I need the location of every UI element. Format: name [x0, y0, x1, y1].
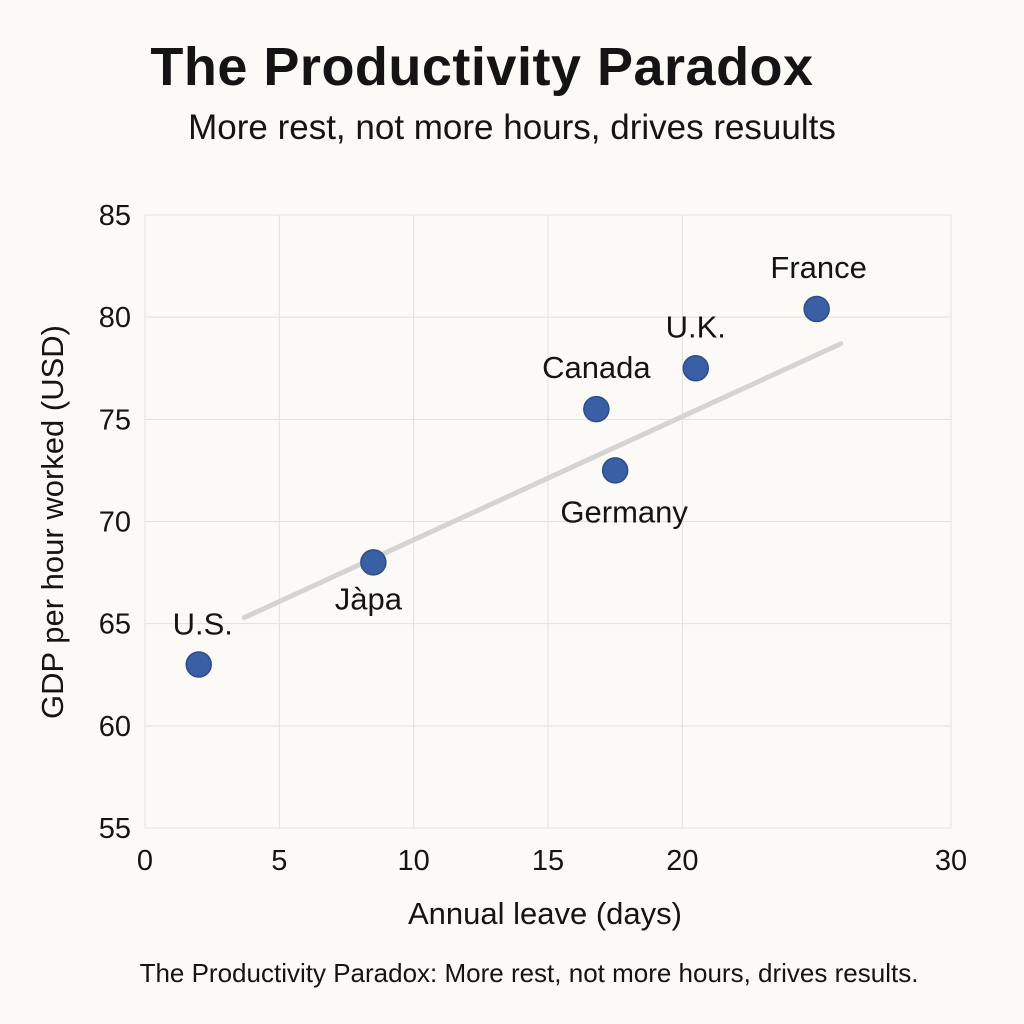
- data-point: [601, 457, 629, 484]
- data-point: [583, 395, 610, 423]
- data-point-label: France: [770, 250, 866, 285]
- chart-caption: The Productivity Paradox: More rest, not…: [139, 958, 919, 988]
- x-tick-label: 10: [398, 845, 430, 877]
- y-tick-label: 85: [99, 200, 131, 232]
- x-axis-label: Annual leave (days): [408, 896, 682, 931]
- y-tick-label: 70: [99, 507, 131, 539]
- data-point-label: Canada: [542, 350, 651, 385]
- data-point-labels: U.S. Jàpa Canada Germany U.K. France: [173, 250, 867, 642]
- data-point-label: U.S.: [173, 607, 233, 642]
- y-axis-ticks: 55 60 65 70 75 80 85: [99, 200, 131, 845]
- chart-subtitle: More rest, not more hours, drives resuul…: [188, 108, 836, 147]
- data-point-label: Jàpa: [335, 581, 403, 616]
- data-point: [185, 651, 212, 678]
- y-tick-label: 60: [99, 711, 131, 743]
- grid: [144, 214, 952, 829]
- x-tick-label: 15: [532, 845, 564, 877]
- data-point-label: U.K.: [666, 309, 726, 344]
- data-point-label: Germany: [560, 494, 688, 529]
- y-tick-label: 75: [99, 404, 131, 436]
- y-tick-label: 80: [99, 302, 131, 334]
- data-point: [360, 549, 387, 576]
- data-point: [803, 295, 830, 323]
- data-point: [682, 355, 710, 382]
- chart-title: The Productivity Paradox: [150, 37, 814, 97]
- y-tick-label: 55: [99, 813, 131, 845]
- x-tick-label: 30: [935, 845, 967, 877]
- x-tick-label: 0: [137, 845, 153, 877]
- y-axis-label: GDP per hour worked (USD): [35, 325, 70, 719]
- x-tick-label: 20: [666, 845, 698, 877]
- y-tick-label: 65: [99, 609, 131, 641]
- x-axis-ticks: 0 5 10 15 20 30: [137, 845, 967, 877]
- data-points: [185, 295, 830, 678]
- x-tick-label: 5: [271, 845, 287, 877]
- trend-line: [241, 341, 844, 621]
